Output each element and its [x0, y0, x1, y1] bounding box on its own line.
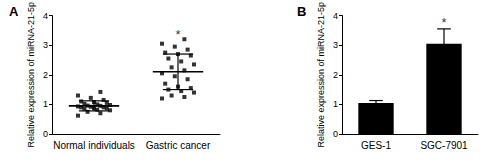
- svg-text:Relative expression of miRNA-2: Relative expression of miRNA-21-5p: [316, 2, 326, 148]
- svg-text:*: *: [175, 27, 180, 42]
- svg-text:2: 2: [333, 70, 338, 80]
- svg-text:0: 0: [333, 129, 338, 139]
- svg-text:4: 4: [43, 11, 48, 21]
- svg-text:Normal individuals: Normal individuals: [53, 140, 135, 151]
- svg-text:B: B: [297, 4, 306, 19]
- svg-text:*: *: [441, 15, 446, 30]
- svg-text:1: 1: [333, 99, 338, 109]
- svg-text:Relative expression of miRNA-2: Relative expression of miRNA-21-5p: [26, 2, 36, 148]
- svg-text:1: 1: [43, 99, 48, 109]
- svg-text:0: 0: [43, 129, 48, 139]
- svg-text:Gastric cancer: Gastric cancer: [146, 140, 211, 151]
- svg-text:3: 3: [43, 40, 48, 50]
- svg-text:3: 3: [333, 40, 338, 50]
- svg-text:4: 4: [333, 11, 338, 21]
- svg-text:SGC-7901: SGC-7901: [420, 140, 468, 151]
- svg-text:2: 2: [43, 70, 48, 80]
- svg-text:GES-1: GES-1: [361, 140, 391, 151]
- svg-text:A: A: [9, 4, 19, 19]
